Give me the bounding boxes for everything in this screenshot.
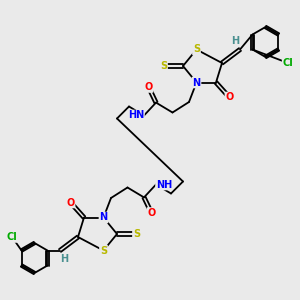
Text: O: O — [66, 197, 75, 208]
Text: H: H — [60, 254, 69, 265]
Text: HN: HN — [128, 110, 144, 121]
Text: O: O — [225, 92, 234, 103]
Text: Cl: Cl — [283, 58, 293, 68]
Text: NH: NH — [156, 179, 172, 190]
Text: O: O — [147, 208, 156, 218]
Text: S: S — [193, 44, 200, 55]
Text: N: N — [192, 77, 201, 88]
Text: S: S — [100, 245, 107, 256]
Text: O: O — [144, 82, 153, 92]
Text: Cl: Cl — [7, 232, 17, 242]
Text: S: S — [160, 61, 167, 71]
Text: H: H — [231, 35, 240, 46]
Text: N: N — [99, 212, 108, 223]
Text: S: S — [133, 229, 140, 239]
